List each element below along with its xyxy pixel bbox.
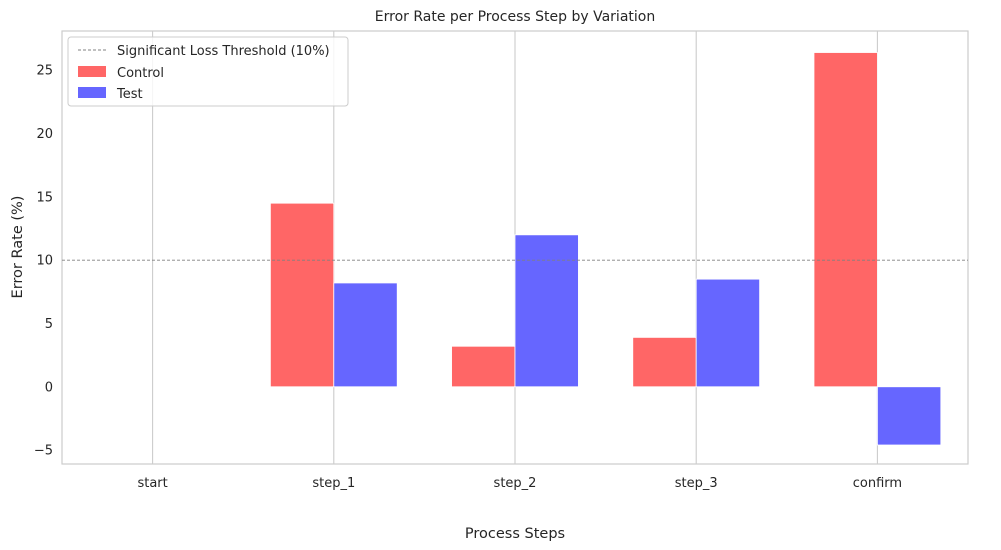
bars	[269, 52, 942, 446]
bar-control-step_3	[632, 336, 697, 388]
legend-frame	[67, 36, 349, 107]
legend-control-swatch	[78, 66, 106, 77]
bar-control-confirm	[813, 52, 878, 388]
y-tick-label: 0	[45, 380, 53, 395]
x-tick-label: step_2	[494, 476, 537, 491]
y-axis-label: Error Rate (%)	[10, 196, 26, 299]
plot-area: −5 0 5 10 15 20 25 start step_1 step_2 step_3 conf…	[34, 30, 969, 491]
bar-test-step_3	[695, 278, 761, 388]
y-tick-label: −5	[34, 444, 53, 459]
y-tick-label: 10	[36, 254, 53, 269]
legend: Significant Loss Threshold (10%) Control…	[67, 36, 349, 107]
x-tick-label: step_3	[675, 476, 718, 491]
y-tick-label: 15	[36, 190, 53, 205]
y-tick-label: 5	[45, 317, 53, 332]
legend-control-label: Control	[117, 66, 164, 81]
chart-title: Error Rate per Process Step by Variation	[375, 9, 655, 25]
legend-threshold-label: Significant Loss Threshold (10%)	[117, 44, 330, 59]
bar-control-step_2	[451, 345, 516, 388]
y-tick-label: 25	[36, 64, 53, 79]
bar-test-step_2	[514, 234, 579, 388]
legend-test-swatch	[78, 87, 106, 98]
bar-test-step_1	[333, 282, 398, 388]
x-axis-label: Process Steps	[465, 526, 565, 542]
x-tick-label: start	[137, 476, 167, 491]
legend-test-label: Test	[116, 87, 143, 102]
bar-test-confirm	[877, 386, 942, 446]
x-tick-label: confirm	[853, 476, 902, 491]
y-axis-ticks: −5 0 5 10 15 20 25	[34, 64, 53, 459]
y-tick-label: 20	[36, 127, 53, 142]
bar-control-step_1	[269, 202, 335, 388]
x-tick-label: step_1	[312, 476, 355, 491]
x-axis-ticks: start step_1 step_2 step_3 confirm	[137, 476, 902, 491]
